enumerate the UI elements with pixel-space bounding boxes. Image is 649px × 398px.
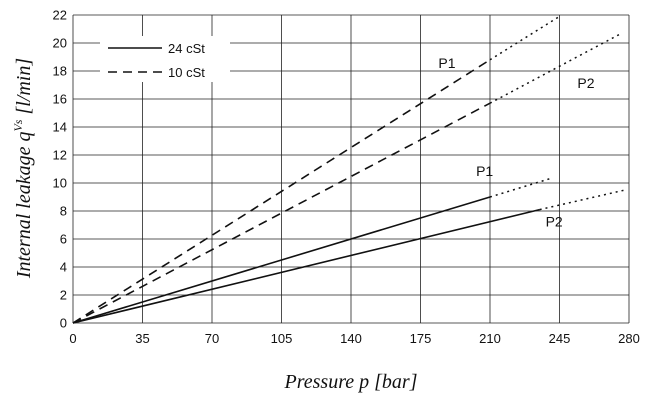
annotation-label-2: P1	[476, 163, 493, 179]
legend-label-24cst: 24 cSt	[168, 41, 205, 56]
y-tick-labels: 0 2 4 6 8 10 12 14 16 18 20 22	[53, 8, 67, 331]
series-line-10cst-p1	[72, 59, 491, 324]
series-line-24cst-p2	[72, 208, 540, 324]
line-annotations: P1 P2 P1 P2	[438, 55, 594, 229]
x-tick-label: 35	[135, 331, 149, 346]
series-line-24cst-p1	[72, 196, 491, 324]
series-extrapolation-24cst-p1	[489, 178, 550, 198]
y-tick-label: 12	[53, 148, 67, 163]
series-extrapolation-10cst-p1	[489, 15, 560, 61]
legend-label-10cst: 10 cSt	[168, 65, 205, 80]
y-axis-title: Internal leakage qVs [l/min]	[11, 58, 35, 279]
legend-box	[100, 36, 230, 82]
x-tick-label: 175	[410, 331, 432, 346]
y-axis-title-sup: Vs	[11, 119, 25, 131]
x-axis-title: Pressure p [bar]	[284, 371, 418, 393]
y-tick-label: 16	[53, 92, 67, 107]
series-extrapolation-24cst-p2	[539, 189, 626, 211]
y-tick-label: 10	[53, 176, 67, 191]
series-extrapolation-10cst-p2	[489, 33, 620, 104]
x-tick-label: 70	[205, 331, 219, 346]
y-tick-label: 0	[60, 316, 67, 331]
x-tick-label: 0	[69, 331, 76, 346]
y-tick-label: 4	[60, 260, 67, 275]
x-tick-labels: 0 35 70 105 140 175 210 245 280	[69, 331, 639, 346]
x-tick-label: 210	[479, 331, 501, 346]
legend: 24 cSt 10 cSt	[100, 36, 230, 82]
series-lines	[72, 15, 626, 324]
x-tick-label: 140	[340, 331, 362, 346]
x-tick-label: 245	[549, 331, 571, 346]
y-tick-label: 22	[53, 8, 67, 23]
annotation-label-0: P1	[438, 55, 455, 71]
annotation-label-1: P2	[577, 75, 594, 91]
x-tick-label: 280	[618, 331, 640, 346]
y-tick-label: 18	[53, 64, 67, 79]
y-tick-label: 2	[60, 288, 67, 303]
y-tick-label: 8	[60, 204, 67, 219]
y-tick-label: 14	[53, 120, 67, 135]
annotation-label-3: P2	[546, 213, 563, 229]
y-tick-label: 20	[53, 36, 67, 51]
series-line-10cst-p2	[72, 102, 491, 324]
y-axis-title-main: Internal leakage q	[13, 132, 35, 280]
y-tick-label: 6	[60, 232, 67, 247]
x-tick-label: 105	[271, 331, 293, 346]
y-axis-title-tail: [l/min]	[13, 58, 35, 120]
